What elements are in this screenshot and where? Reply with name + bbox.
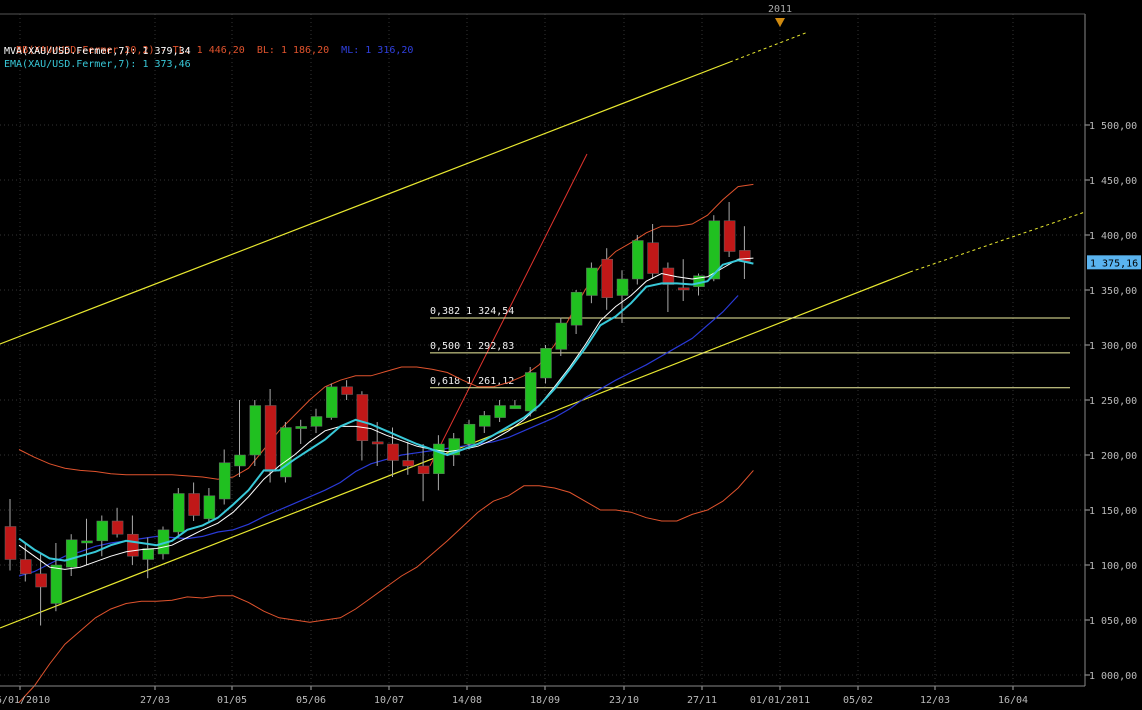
- y-tick-label: 1 200,00: [1089, 451, 1137, 462]
- candle-bullish: [510, 406, 521, 409]
- candle-bearish: [372, 442, 383, 444]
- legend-ema: EMA(XAU/USD.Fermer,7): 1 373,46: [4, 59, 191, 71]
- y-tick-label: 1 400,00: [1089, 231, 1137, 242]
- candle-bullish: [617, 279, 628, 296]
- candle-bullish: [51, 565, 62, 604]
- candle-bearish: [20, 560, 31, 574]
- year-marker-label: 2011: [768, 4, 792, 15]
- candle-bearish: [418, 466, 429, 474]
- x-tick-label: 18/09: [530, 695, 560, 706]
- candle-bullish: [280, 428, 291, 478]
- candle-bearish: [648, 243, 659, 274]
- y-tick-label: 1 300,00: [1089, 341, 1137, 352]
- candle-bullish: [479, 415, 490, 426]
- candle-bearish: [189, 494, 200, 516]
- candle-bullish: [556, 323, 567, 349]
- y-tick-label: 1 100,00: [1089, 561, 1137, 572]
- fib-level-label: 0,382 1 324,54: [430, 306, 514, 317]
- candle-bearish: [724, 221, 735, 252]
- candle-bullish: [66, 540, 77, 568]
- candle-bullish: [525, 373, 536, 412]
- candle-bearish: [357, 395, 368, 441]
- fib-level-label: 0,618 1 261,12: [430, 376, 514, 387]
- candle-bullish: [296, 426, 307, 428]
- x-tick-label: 05/06: [296, 695, 326, 706]
- legend-mva: MVA(XAU/USD.Fermer,7): 1 379,34: [4, 46, 191, 58]
- y-tick-label: 1 350,00: [1089, 286, 1137, 297]
- x-tick-label: 10/07: [374, 695, 404, 706]
- candle-bullish: [326, 387, 337, 418]
- candle-bearish: [403, 461, 414, 467]
- candle-bullish: [311, 417, 322, 427]
- candle-bearish: [388, 444, 399, 461]
- candle-bullish: [235, 455, 246, 466]
- x-tick-label: 27/03: [140, 695, 170, 706]
- x-tick-label: 16/04: [998, 695, 1028, 706]
- candle-bullish: [433, 444, 444, 474]
- candle-bearish: [739, 250, 750, 261]
- legend-bb-lower: BL: 1 186,20: [257, 45, 329, 56]
- candle-bullish: [143, 549, 154, 560]
- x-tick-label: 14/08: [452, 695, 482, 706]
- candle-bullish: [250, 406, 261, 456]
- candle-bearish: [36, 574, 47, 587]
- current-price-label: 1 375,16: [1090, 258, 1138, 269]
- candle-bearish: [602, 259, 613, 298]
- candle-bullish: [82, 541, 93, 543]
- x-tick-label: 05/02: [843, 695, 873, 706]
- candle-bullish: [541, 348, 552, 378]
- candle-bearish: [678, 288, 689, 290]
- candle-bullish: [586, 268, 597, 296]
- candle-bullish: [97, 521, 108, 541]
- candle-bullish: [495, 406, 506, 418]
- candle-bearish: [127, 534, 138, 556]
- y-tick-label: 1 000,00: [1089, 671, 1137, 682]
- fib-level-label: 0,500 1 292,83: [430, 341, 514, 352]
- x-tick-label: 01/01/2011: [750, 695, 810, 706]
- y-tick-label: 1 050,00: [1089, 616, 1137, 627]
- candle-bearish: [5, 527, 16, 560]
- x-tick-label: 23/10: [609, 695, 639, 706]
- candle-bearish: [112, 521, 123, 534]
- x-tick-label: 27/11: [687, 695, 717, 706]
- y-tick-label: 1 500,00: [1089, 121, 1137, 132]
- y-tick-label: 1 250,00: [1089, 396, 1137, 407]
- x-tick-label: 16/01/2010: [0, 695, 50, 706]
- legend-bb-middle: ML: 1 316,20: [341, 45, 413, 56]
- candle-bullish: [464, 424, 475, 444]
- candle-bearish: [265, 406, 276, 472]
- y-tick-label: 1 450,00: [1089, 176, 1137, 187]
- candle-bullish: [632, 241, 643, 280]
- x-tick-label: 12/03: [920, 695, 950, 706]
- candle-bullish: [571, 292, 582, 325]
- candle-bearish: [342, 387, 353, 395]
- candle-bullish: [173, 494, 184, 533]
- candle-bullish: [204, 496, 215, 519]
- x-tick-label: 01/05: [217, 695, 247, 706]
- candle-bullish: [219, 463, 230, 499]
- y-tick-label: 1 150,00: [1089, 506, 1137, 517]
